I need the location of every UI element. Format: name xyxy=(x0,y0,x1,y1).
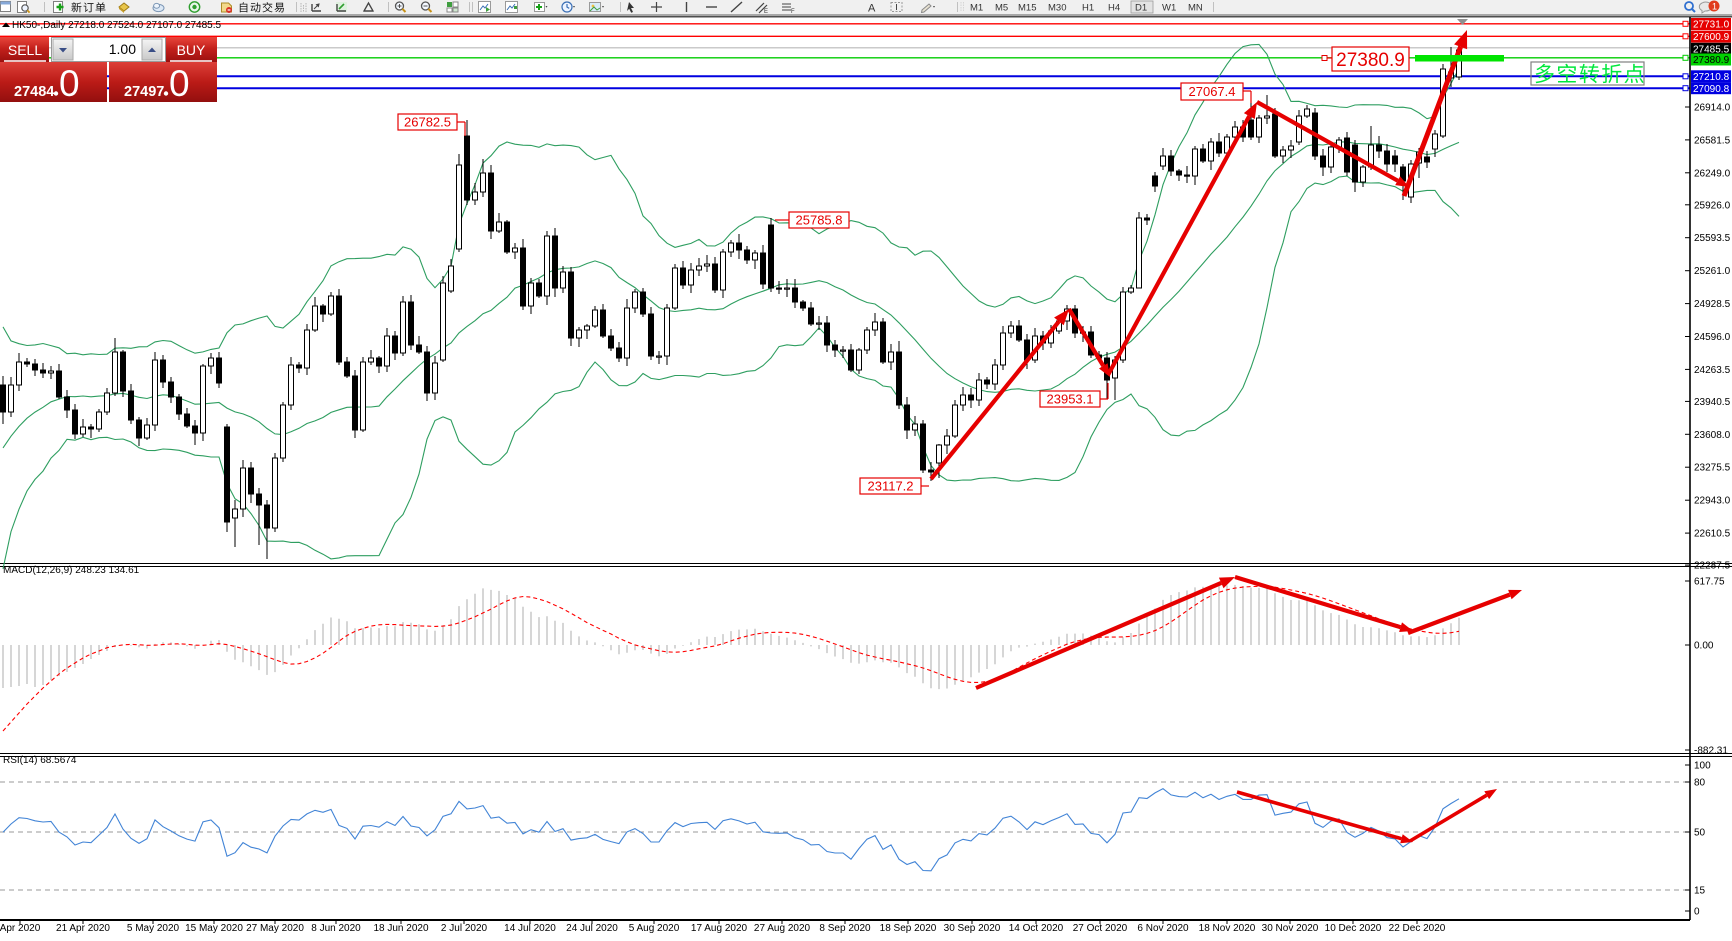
svg-text:18 Sep 2020: 18 Sep 2020 xyxy=(880,923,937,934)
svg-text:0: 0 xyxy=(59,63,80,104)
svg-text:21 Apr 2020: 21 Apr 2020 xyxy=(56,923,110,934)
svg-text:1: 1 xyxy=(1712,2,1717,12)
svg-text:6 Nov 2020: 6 Nov 2020 xyxy=(1137,923,1189,934)
svg-text:26581.5: 26581.5 xyxy=(1694,135,1731,146)
svg-text:18 Jun 2020: 18 Jun 2020 xyxy=(373,923,428,934)
svg-text:0: 0 xyxy=(1694,907,1700,918)
svg-text:2 Jul 2020: 2 Jul 2020 xyxy=(441,923,488,934)
svg-text:23953.1: 23953.1 xyxy=(1047,392,1094,407)
svg-text:80: 80 xyxy=(1694,778,1706,789)
svg-text:27380.9: 27380.9 xyxy=(1336,50,1405,71)
svg-text:17 Aug 2020: 17 Aug 2020 xyxy=(691,923,748,934)
svg-text:24596.0: 24596.0 xyxy=(1694,332,1731,343)
svg-text:M15: M15 xyxy=(1018,3,1036,14)
svg-text:-882.31: -882.31 xyxy=(1694,746,1728,757)
svg-text:Apr 2020: Apr 2020 xyxy=(0,923,41,934)
svg-text:23940.5: 23940.5 xyxy=(1694,397,1731,408)
svg-text:27 Oct 2020: 27 Oct 2020 xyxy=(1073,923,1128,934)
svg-text:SELL: SELL xyxy=(8,42,42,58)
svg-text:26914.0: 26914.0 xyxy=(1694,103,1731,114)
svg-text:26249.0: 26249.0 xyxy=(1694,168,1731,179)
svg-text:27484: 27484 xyxy=(14,84,54,100)
svg-text:24928.5: 24928.5 xyxy=(1694,299,1731,310)
svg-text:5 May 2020: 5 May 2020 xyxy=(127,923,180,934)
svg-text:8 Jun 2020: 8 Jun 2020 xyxy=(311,923,361,934)
svg-text:30 Sep 2020: 30 Sep 2020 xyxy=(944,923,1001,934)
svg-text:23275.5: 23275.5 xyxy=(1694,463,1731,474)
svg-text:H4: H4 xyxy=(1108,3,1120,14)
svg-text:24 Jul 2020: 24 Jul 2020 xyxy=(566,923,618,934)
svg-text:22287.5: 22287.5 xyxy=(1694,561,1731,572)
svg-text:F: F xyxy=(791,9,795,15)
svg-text:22 Dec 2020: 22 Dec 2020 xyxy=(1389,923,1446,934)
svg-text:27485.5: 27485.5 xyxy=(1693,44,1730,55)
svg-text:27497: 27497 xyxy=(124,84,164,100)
svg-text:30 Nov 2020: 30 Nov 2020 xyxy=(1262,923,1319,934)
svg-text:14 Jul 2020: 14 Jul 2020 xyxy=(504,923,556,934)
svg-text:HK50-,Daily 27218.0 27524.0 2: HK50-,Daily 27218.0 27524.0 27107.0 2748… xyxy=(12,20,221,31)
svg-text:27 Aug 2020: 27 Aug 2020 xyxy=(754,923,811,934)
svg-text:23117.2: 23117.2 xyxy=(867,479,913,494)
svg-text:0.00: 0.00 xyxy=(1694,641,1714,652)
svg-text:H1: H1 xyxy=(1082,3,1094,14)
svg-text:M5: M5 xyxy=(995,3,1008,14)
svg-text:27380.9: 27380.9 xyxy=(1693,55,1730,66)
svg-text:D1: D1 xyxy=(1135,3,1147,14)
svg-text:A: A xyxy=(868,3,876,15)
svg-text:M30: M30 xyxy=(1048,3,1066,14)
svg-text:617.75: 617.75 xyxy=(1694,577,1725,588)
svg-text:E: E xyxy=(764,9,768,15)
svg-text:27600.9: 27600.9 xyxy=(1693,32,1730,43)
svg-text:MN: MN xyxy=(1188,3,1203,14)
svg-text:27090.8: 27090.8 xyxy=(1693,84,1730,95)
svg-text:15 May 2020: 15 May 2020 xyxy=(185,923,243,934)
svg-text:M1: M1 xyxy=(970,3,983,14)
svg-text:24263.5: 24263.5 xyxy=(1694,365,1731,376)
svg-text:RSI(14) 68.5674: RSI(14) 68.5674 xyxy=(3,755,77,766)
svg-text:26782.5: 26782.5 xyxy=(404,115,451,130)
svg-text:W1: W1 xyxy=(1162,3,1176,14)
svg-text:25785.8: 25785.8 xyxy=(796,213,843,228)
svg-text:25261.0: 25261.0 xyxy=(1694,266,1731,277)
svg-text:50: 50 xyxy=(1694,828,1706,839)
svg-text:22610.5: 22610.5 xyxy=(1694,529,1731,540)
svg-text:25926.0: 25926.0 xyxy=(1694,200,1731,211)
svg-text:5 Aug 2020: 5 Aug 2020 xyxy=(629,923,680,934)
svg-text:23608.0: 23608.0 xyxy=(1694,430,1731,441)
svg-text:BUY: BUY xyxy=(177,42,206,58)
svg-text:27 May 2020: 27 May 2020 xyxy=(246,923,304,934)
svg-text:MACD(12,26,9) 248.23 134.61: MACD(12,26,9) 248.23 134.61 xyxy=(3,565,140,576)
svg-text:8 Sep 2020: 8 Sep 2020 xyxy=(819,923,871,934)
svg-text:27731.0: 27731.0 xyxy=(1693,20,1730,31)
svg-text:27210.8: 27210.8 xyxy=(1693,72,1730,83)
svg-text:14 Oct 2020: 14 Oct 2020 xyxy=(1009,923,1064,934)
svg-text:0: 0 xyxy=(169,63,190,104)
svg-text:18 Nov 2020: 18 Nov 2020 xyxy=(1199,923,1256,934)
svg-text:22943.0: 22943.0 xyxy=(1694,496,1731,507)
svg-text:25593.5: 25593.5 xyxy=(1694,233,1731,244)
svg-text:27067.4: 27067.4 xyxy=(1189,84,1236,99)
svg-text:10 Dec 2020: 10 Dec 2020 xyxy=(1325,923,1382,934)
svg-text:15: 15 xyxy=(1694,886,1706,897)
svg-text:100: 100 xyxy=(1694,761,1711,772)
svg-text:1.00: 1.00 xyxy=(109,41,136,57)
